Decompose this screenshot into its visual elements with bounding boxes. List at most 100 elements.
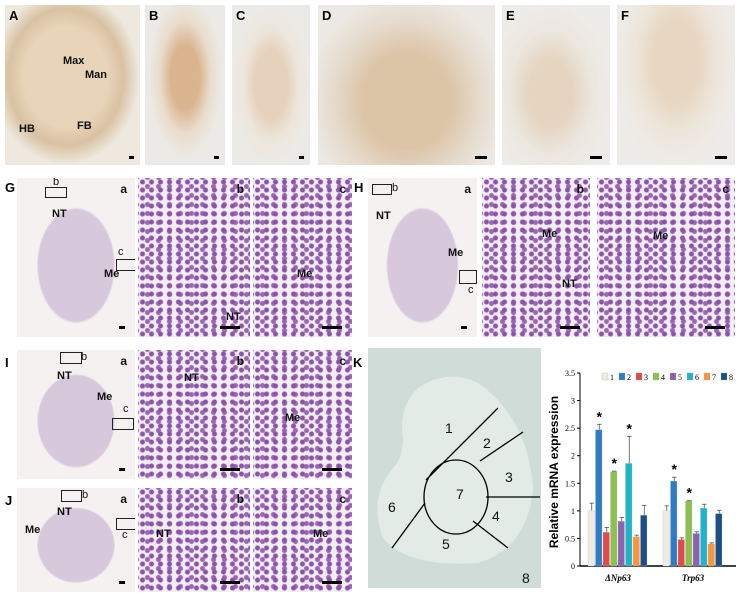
sub-label: a (120, 492, 127, 506)
panel-d-embryo: D (318, 5, 495, 165)
panel-f-embryo: F (617, 5, 735, 165)
label-nt: NT (57, 506, 72, 518)
bar-8-Trp63 (715, 513, 723, 567)
bar-6-ΔNp63 (625, 463, 633, 567)
sub-label: b (236, 354, 244, 368)
panel-letter: A (9, 8, 19, 23)
sub-label: a (120, 354, 127, 368)
bar-3-ΔNp63 (602, 532, 610, 567)
panel-letter-j: J (5, 493, 13, 508)
y-tick-label: 0 (571, 562, 575, 571)
bar-7-Trp63 (707, 543, 715, 567)
legend-label: 4 (661, 373, 665, 382)
scale-bar (590, 156, 602, 159)
bar-2-Trp63 (670, 480, 678, 567)
panel-g-a: a b c NT Me (17, 178, 135, 337)
panel-letter-h: H (354, 180, 364, 195)
panel-letter: B (149, 8, 159, 23)
box-label: c (468, 284, 474, 296)
bar-3-Trp63 (677, 539, 685, 567)
inset-box-c (459, 270, 477, 284)
box-label: c (118, 246, 124, 258)
box-label: b (81, 351, 88, 363)
scale-bar (214, 156, 219, 159)
scale-bar (119, 581, 125, 584)
box-label: b (82, 489, 89, 501)
scale-bar (119, 326, 125, 329)
y-tick-label: 1 (571, 507, 575, 516)
legend-swatch (635, 372, 643, 381)
panel-g-b: b NT (138, 178, 250, 337)
label-nt: NT (376, 210, 391, 222)
panel-j-c: c Me (253, 488, 352, 592)
legend-label: 7 (712, 373, 716, 382)
panel-letter: F (621, 8, 629, 23)
label-hb: HB (19, 123, 35, 135)
label-man: Man (85, 69, 107, 81)
x-tick-label: ΔNp63 (604, 573, 631, 583)
label-me: Me (653, 230, 669, 242)
legend-label: 3 (644, 373, 648, 382)
region-2: 2 (483, 435, 491, 451)
box-label: c (122, 529, 128, 541)
panel-letter: C (236, 8, 246, 23)
label-me: Me (448, 247, 464, 259)
significance-marker: * (627, 420, 633, 436)
y-tick-label: 3 (571, 397, 575, 406)
region-5: 5 (442, 536, 450, 552)
sub-label: c (339, 492, 346, 506)
panel-e-embryo: E (502, 5, 610, 165)
label-me: Me (297, 268, 313, 280)
panel-h-a: a b c NT Me (368, 178, 477, 337)
bar-1-ΔNp63 (587, 510, 595, 567)
region-8: 8 (522, 570, 530, 586)
box-label: b (392, 182, 399, 194)
bar-4-ΔNp63 (610, 471, 618, 567)
panel-i-b: b NT (138, 350, 250, 479)
label-nt: NT (562, 278, 577, 290)
sub-label: c (339, 182, 346, 196)
panel-g-c: c Me (253, 178, 352, 337)
label-me: Me (542, 228, 558, 240)
region-1: 1 (445, 420, 453, 436)
panel-h-c: c Me (597, 178, 735, 337)
legend-swatch (686, 372, 694, 381)
label-fb: FB (77, 120, 92, 132)
region-diagram (377, 376, 540, 564)
inset-box-b (61, 490, 82, 502)
scale-bar (119, 468, 125, 471)
significance-marker: * (687, 484, 693, 500)
bar-5-Trp63 (692, 533, 700, 567)
bar-8-ΔNp63 (640, 515, 648, 567)
label-nt: NT (184, 372, 199, 384)
label-nt: NT (57, 370, 72, 382)
scale-bar (129, 156, 134, 159)
scale-bar (461, 326, 467, 329)
bar-1-Trp63 (662, 510, 670, 567)
y-tick-label: 0.5 (565, 534, 575, 543)
legend-swatch (720, 372, 728, 381)
sub-label: b (576, 182, 584, 196)
panel-h-b: b Me NT (482, 178, 590, 337)
scale-bar (560, 326, 580, 329)
panel-letter-i: I (5, 355, 9, 370)
inset-box-b (45, 187, 67, 198)
sub-label: c (339, 354, 346, 368)
bar-5-ΔNp63 (617, 521, 625, 567)
scale-bar (220, 581, 240, 584)
scale-bar (322, 581, 342, 584)
panel-j-a: a b c NT Me (17, 488, 135, 592)
y-tick-label: 1.5 (565, 479, 575, 488)
scale-bar (299, 156, 304, 159)
legend-label: 5 (678, 373, 682, 382)
scale-bar (715, 156, 727, 159)
scale-bar (322, 326, 342, 329)
sub-label: b (236, 492, 244, 506)
label-nt: NT (52, 208, 67, 220)
y-axis-label: Relative mRNA expression (547, 396, 561, 548)
legend-label: 8 (729, 373, 733, 382)
bar-chart: Relative mRNA expression 0 0.5 1 1.5 2 2.5 3 3.… (547, 369, 736, 583)
significance-marker: * (597, 408, 603, 424)
bar-6-Trp63 (700, 507, 708, 567)
